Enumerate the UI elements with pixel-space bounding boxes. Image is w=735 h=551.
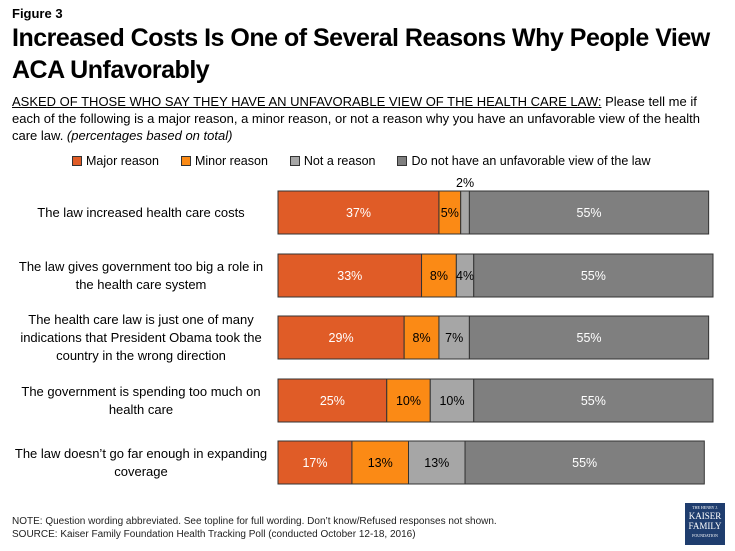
data-label: 13% xyxy=(424,456,449,470)
data-label: 55% xyxy=(572,456,597,470)
legend-swatch-not xyxy=(289,156,300,166)
bar-segment xyxy=(460,190,470,235)
source-text: SOURCE: Kaiser Family Foundation Health … xyxy=(12,529,416,540)
note-text: NOTE: Question wording abbreviated. See … xyxy=(12,516,497,527)
data-label: 17% xyxy=(302,456,327,470)
legend-label: Not a reason xyxy=(303,154,376,168)
data-label: 5% xyxy=(441,206,459,220)
data-label: 7% xyxy=(445,331,463,345)
subtitle-base-note: (percentages based on total) xyxy=(66,128,233,143)
figure-label: Figure 3 xyxy=(12,6,63,21)
bar-segment xyxy=(468,190,710,235)
bar-segment xyxy=(421,253,457,298)
bar-segment xyxy=(277,315,405,360)
category-label: The law gives government too big a role … xyxy=(18,258,264,292)
bar-segment xyxy=(386,378,431,423)
chart-title: Increased Costs Is One of Several Reason… xyxy=(12,24,710,84)
legend-label: Do not have an unfavorable view of the l… xyxy=(411,154,651,168)
logo-line: THE HENRY J. xyxy=(692,505,718,510)
category-label: The government is spending too much on h… xyxy=(21,383,261,417)
legend-label: Minor reason xyxy=(194,154,268,168)
bar-segment xyxy=(277,253,423,298)
bar-segment xyxy=(403,315,440,360)
legend-item-no-unfav: Do not have an unfavorable view of the l… xyxy=(397,154,651,168)
category-label: The health care law is just one of many … xyxy=(20,311,262,363)
subtitle-question-text: Please tell me if each of the following … xyxy=(12,94,700,143)
data-label: 10% xyxy=(396,394,421,408)
category-label: The law increased health care costs xyxy=(37,204,245,220)
logo-line: KAISER xyxy=(688,511,722,521)
data-label: 8% xyxy=(413,331,431,345)
bar-segment xyxy=(464,440,705,485)
legend-label: Major reason xyxy=(86,154,159,168)
category-label: The law doesn’t go far enough in expandi… xyxy=(14,445,268,479)
data-label: 33% xyxy=(337,269,362,283)
legend-swatch-no-unfav xyxy=(397,156,408,166)
footnote: NOTE: Question wording abbreviated. See … xyxy=(12,515,497,541)
data-label: 37% xyxy=(346,206,371,220)
chart-subtitle: ASKED OF THOSE WHO SAY THEY HAVE AN UNFA… xyxy=(12,93,727,144)
subtitle-question-intro: ASKED OF THOSE WHO SAY THEY HAVE AN UNFA… xyxy=(12,94,602,109)
logo-line: FOUNDATION xyxy=(692,533,718,538)
legend-item-not: Not a reason xyxy=(289,154,376,168)
data-label: 10% xyxy=(439,394,464,408)
data-label: 4% xyxy=(456,269,474,283)
legend-item-minor: Minor reason xyxy=(180,154,268,168)
data-label: 29% xyxy=(329,331,354,345)
kff-logo: THE HENRY J. KAISER FAMILY FOUNDATION xyxy=(685,503,725,545)
data-label: 25% xyxy=(320,394,345,408)
data-label: 55% xyxy=(577,331,602,345)
legend-swatch-major xyxy=(72,156,82,166)
bar-segment xyxy=(351,440,410,485)
data-label: 13% xyxy=(368,456,393,470)
bar-segment xyxy=(408,440,466,485)
data-label: 55% xyxy=(581,394,606,408)
logo-line: FAMILY xyxy=(688,521,722,531)
data-label: 55% xyxy=(577,206,602,220)
legend-swatch-minor xyxy=(180,156,191,166)
legend-item-major: Major reason xyxy=(72,154,159,168)
bar-segment xyxy=(468,315,710,360)
data-label: 8% xyxy=(430,269,448,283)
legend: Major reason Minor reason Not a reason D… xyxy=(72,154,673,168)
bar-segment xyxy=(473,253,714,298)
bar-segment xyxy=(277,378,388,423)
bar-segment xyxy=(473,378,714,423)
data-label: 2% xyxy=(456,176,474,190)
data-label: 55% xyxy=(581,269,606,283)
bar-segment xyxy=(438,315,470,360)
